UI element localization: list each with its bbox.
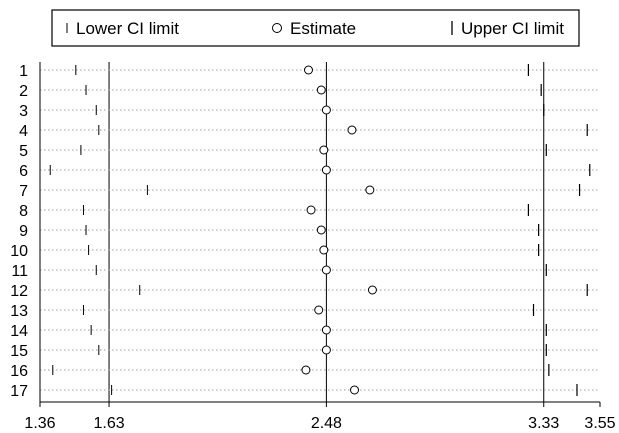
estimate-point-8 bbox=[306, 205, 316, 215]
x-tick-label-3: 2.48 bbox=[311, 415, 342, 432]
row-label-9: 9 bbox=[19, 223, 28, 240]
x-tick-label-2: 1.63 bbox=[93, 415, 124, 432]
legend-label-lower: Lower CI limit bbox=[76, 19, 179, 38]
x-tick-labels: 1.36 1.63 2.48 3.33 3.55 bbox=[24, 402, 616, 432]
row-label-16: 16 bbox=[10, 363, 28, 380]
ci-rows bbox=[40, 64, 600, 396]
row-label-3: 3 bbox=[19, 103, 28, 120]
estimate-point-15 bbox=[321, 345, 331, 355]
row-label-17: 17 bbox=[10, 383, 28, 400]
row-label-14: 14 bbox=[10, 323, 28, 340]
estimate-point-10 bbox=[319, 245, 329, 255]
estimate-point-2 bbox=[316, 85, 326, 95]
legend: Lower CI limit Estimate Upper CI limit bbox=[51, 9, 580, 47]
row-label-1: 1 bbox=[19, 63, 28, 80]
estimate-point-13 bbox=[314, 305, 324, 315]
x-tick-label-1: 1.36 bbox=[24, 415, 55, 432]
row-label-8: 8 bbox=[19, 203, 28, 220]
legend-label-upper: Upper CI limit bbox=[461, 19, 564, 38]
estimate-point-7 bbox=[365, 185, 375, 195]
estimate-point-6 bbox=[321, 165, 331, 175]
estimate-point-11 bbox=[321, 265, 331, 275]
estimate-point-3 bbox=[321, 105, 331, 115]
legend-label-estimate: Estimate bbox=[290, 19, 356, 38]
row-label-12: 12 bbox=[10, 283, 28, 300]
row-label-7: 7 bbox=[19, 183, 28, 200]
estimate-point-4 bbox=[347, 125, 357, 135]
estimate-point-17 bbox=[350, 385, 360, 395]
estimate-point-12 bbox=[367, 285, 377, 295]
row-label-10: 10 bbox=[10, 243, 28, 260]
row-label-5: 5 bbox=[19, 143, 28, 160]
row-label-4: 4 bbox=[19, 123, 28, 140]
row-label-2: 2 bbox=[19, 83, 28, 100]
row-label-11: 11 bbox=[11, 263, 28, 280]
row-label-15: 15 bbox=[10, 343, 28, 360]
estimate-point-14 bbox=[321, 325, 331, 335]
reference-lines bbox=[108, 62, 545, 402]
legend-box bbox=[51, 9, 580, 47]
estimate-point-9 bbox=[316, 225, 326, 235]
x-tick-label-5: 3.55 bbox=[584, 415, 615, 432]
estimate-point-5 bbox=[319, 145, 329, 155]
row-label-13: 13 bbox=[10, 303, 28, 320]
estimate-point-16 bbox=[301, 365, 311, 375]
row-label-6: 6 bbox=[19, 163, 28, 180]
estimate-point-1 bbox=[303, 65, 313, 75]
legend-estimate-marker bbox=[272, 23, 282, 33]
x-tick-label-4: 3.33 bbox=[528, 415, 559, 432]
